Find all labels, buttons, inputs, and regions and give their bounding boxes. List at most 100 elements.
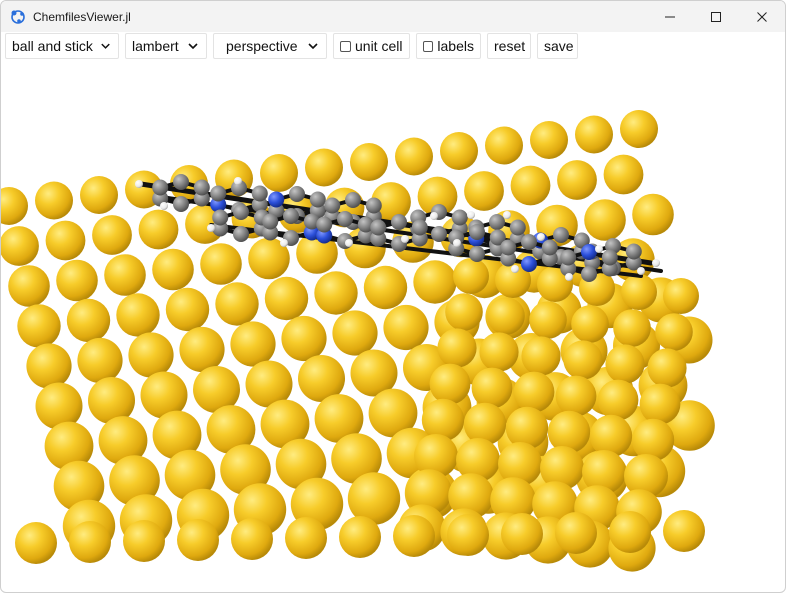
hydrogen-atom: [537, 233, 545, 241]
carbon-atom: [431, 226, 447, 242]
gold-atom: [275, 438, 327, 490]
nitrogen-atom: [521, 256, 537, 272]
shading-value: lambert: [132, 38, 179, 54]
carbon-atom: [370, 230, 387, 247]
carbon-atom: [173, 196, 189, 212]
carbon-atom: [541, 239, 558, 256]
gold-atom: [663, 510, 705, 552]
nitrogen-atom: [210, 196, 227, 213]
gold-atom: [655, 313, 693, 351]
hydrogen-atom: [207, 224, 215, 232]
labels-checkbox[interactable]: [423, 40, 434, 52]
gold-atom: [290, 477, 344, 531]
hydrogen-atom: [135, 180, 143, 188]
gold-atom: [193, 366, 240, 413]
reset-button[interactable]: reset: [487, 33, 531, 59]
gold-atom: [69, 521, 111, 563]
gold-atom: [123, 520, 165, 562]
gold-atom: [215, 282, 259, 326]
gold-atom: [406, 469, 452, 515]
close-button[interactable]: [739, 1, 785, 32]
save-button[interactable]: save: [537, 33, 578, 59]
carbon-atom: [601, 249, 618, 266]
gold-atom: [383, 304, 429, 351]
chevron-down-icon: [188, 43, 198, 50]
carbon-atom: [173, 174, 189, 190]
carbon-atom: [289, 186, 305, 202]
carbon-atom: [324, 197, 341, 214]
gold-atom: [421, 398, 465, 442]
hydrogen-atom: [401, 235, 409, 243]
maximize-button[interactable]: [693, 1, 739, 32]
gold-atom: [331, 433, 382, 484]
representation-select[interactable]: ball and stick: [5, 33, 119, 59]
gold-atom: [464, 171, 504, 211]
carbon-atom: [357, 216, 374, 233]
gold-atom: [597, 379, 639, 421]
hydrogen-atom: [637, 267, 645, 275]
minimize-button[interactable]: [647, 1, 693, 32]
gold-atom: [440, 132, 478, 170]
gold-atom: [260, 154, 298, 192]
gold-atom: [116, 293, 160, 337]
minimize-icon: [665, 16, 675, 17]
gold-atom: [639, 383, 681, 425]
gold-atom: [555, 512, 597, 554]
gold-atom: [571, 305, 609, 343]
gold-atom: [479, 332, 519, 372]
gold-atom: [547, 410, 591, 454]
gold-atom: [490, 477, 536, 523]
reset-label: reset: [494, 38, 526, 54]
hydrogen-atom: [652, 259, 660, 267]
gold-atom: [332, 310, 378, 356]
gold-atom: [609, 511, 651, 553]
carbon-atom: [521, 234, 537, 250]
nitrogen-atom: [581, 244, 597, 260]
gold-atom: [314, 271, 358, 315]
hydrogen-atom: [160, 202, 168, 210]
gold-atom: [109, 455, 160, 506]
carbon-atom: [581, 266, 597, 282]
unit-cell-toggle[interactable]: unit cell: [333, 33, 410, 59]
gold-atom: [298, 355, 345, 402]
gold-atom: [575, 115, 613, 154]
gold-atom: [501, 513, 543, 555]
carbon-atom: [469, 224, 485, 240]
gold-atom: [621, 274, 657, 310]
carbon-atom: [262, 224, 279, 241]
gold-atom: [582, 450, 626, 494]
gold-atom: [26, 343, 72, 389]
gold-atom: [505, 406, 549, 450]
gold-atom: [513, 371, 555, 413]
hydrogen-atom: [565, 273, 573, 281]
carbon-atom: [601, 260, 618, 277]
gold-atom: [529, 301, 567, 339]
title-bar[interactable]: ChemfilesViewer.jl: [1, 1, 785, 32]
carbon-atom: [553, 227, 569, 243]
labels-toggle[interactable]: labels: [416, 33, 481, 59]
carbon-atom: [365, 197, 382, 214]
carbon-atom: [251, 196, 268, 213]
carbon-atom: [212, 220, 229, 237]
carbon-atom: [210, 185, 227, 202]
molecule-viewport[interactable]: [1, 62, 785, 592]
gold-atom: [138, 209, 179, 250]
gold-atom: [45, 220, 86, 261]
gold-atom: [305, 148, 343, 187]
gold-atom: [35, 382, 83, 430]
unit-cell-checkbox[interactable]: [340, 40, 351, 52]
gold-atom: [429, 363, 471, 405]
carbon-atom: [411, 219, 428, 236]
camera-select[interactable]: perspective: [213, 33, 327, 59]
shading-select[interactable]: lambert: [125, 33, 207, 59]
gold-atom: [631, 418, 675, 462]
gold-atom: [231, 518, 273, 560]
carbon-atom: [231, 180, 247, 196]
gold-atom: [285, 517, 327, 559]
gold-atom: [456, 438, 500, 482]
carbon-atom: [625, 254, 642, 271]
gold-atom: [230, 321, 276, 367]
carbon-atom: [193, 190, 210, 207]
gold-atom: [350, 349, 398, 397]
hydrogen-atom: [503, 211, 511, 219]
